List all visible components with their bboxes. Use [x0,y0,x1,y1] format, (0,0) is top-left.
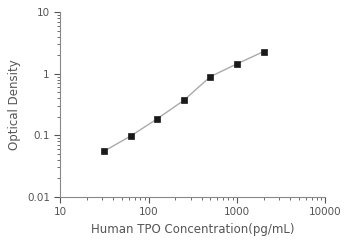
X-axis label: Human TPO Concentration(pg/mL): Human TPO Concentration(pg/mL) [91,223,295,236]
Y-axis label: Optical Density: Optical Density [8,59,21,150]
